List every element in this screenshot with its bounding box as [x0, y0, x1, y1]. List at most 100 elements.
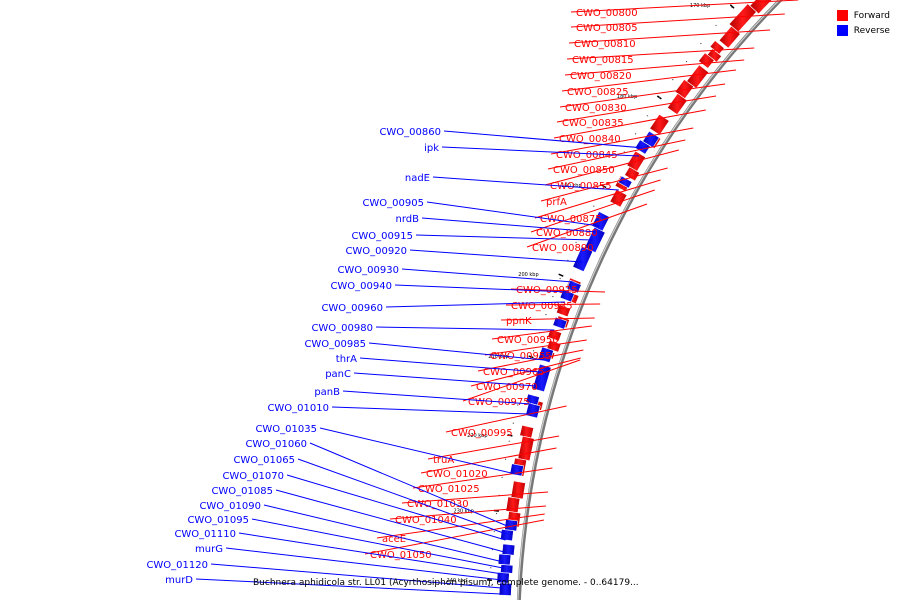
gene-features	[496, 0, 773, 596]
reverse-gene-label: murG	[195, 544, 503, 581]
reverse-gene-label: CWO_01070	[222, 471, 506, 541]
forward-gene-feature	[547, 328, 563, 342]
svg-text:ipk: ipk	[424, 143, 439, 154]
svg-text:CWO_00845: CWO_00845	[556, 150, 618, 161]
svg-text:ppnK: ppnK	[506, 316, 532, 327]
svg-text:CWO_00855: CWO_00855	[550, 181, 612, 192]
svg-text:CWO_00860: CWO_00860	[379, 127, 441, 138]
minor-tick	[504, 458, 507, 460]
legend-forward: Forward	[836, 8, 890, 23]
forward-gene-label: CWO_00950	[491, 325, 592, 346]
reverse-gene-label: CWO_00940	[330, 281, 570, 293]
minor-tick	[545, 314, 547, 316]
tick-0: 170 kbp	[690, 3, 735, 9]
reverse-gene-label: CWO_01060	[245, 439, 508, 527]
reverse-gene-feature	[525, 393, 540, 406]
svg-text:panC: panC	[325, 369, 351, 380]
minor-tick	[532, 350, 535, 352]
forward-gene-label: CWO_00800	[570, 0, 799, 19]
minor-tick	[575, 241, 577, 243]
forward-gene-label: CWO_01030	[401, 491, 549, 510]
forward-gene-feature	[718, 25, 741, 49]
forward-gene-label: CWO_00855	[544, 149, 679, 192]
reverse-swatch	[836, 25, 848, 36]
forward-gene-label: CWO_00890	[526, 203, 648, 254]
forward-gene-label: ppnK	[500, 316, 595, 327]
minor-tick	[646, 115, 648, 117]
forward-gene-feature	[510, 480, 526, 500]
forward-gene-label: truA	[427, 435, 560, 466]
minor-tick	[559, 277, 561, 280]
reverse-gene-feature	[496, 571, 510, 584]
svg-text:CWO_00985: CWO_00985	[304, 339, 366, 350]
svg-text:CWO_00970: CWO_00970	[476, 382, 538, 393]
tick-label: 230 kbp	[454, 508, 474, 514]
gene-labels: CWO_00800 CWO_00805 CWO_00810 CWO_00815 CWO_…	[146, 0, 799, 595]
forward-gene-label: CWO_00835	[556, 95, 717, 129]
tick-2: 190 kbp	[561, 183, 607, 189]
svg-text:CWO_00925: CWO_00925	[516, 285, 578, 296]
minor-tick	[623, 151, 625, 153]
reverse-gene-feature	[591, 211, 611, 232]
svg-text:CWO_01090: CWO_01090	[199, 501, 261, 512]
svg-text:CWO_00890: CWO_00890	[532, 243, 594, 254]
svg-text:truA: truA	[433, 455, 454, 466]
forward-gene-label: CWO_00810	[568, 29, 771, 50]
tick-label: 180 kbp	[617, 94, 637, 100]
minor-tick	[700, 42, 702, 45]
forward-gene-feature	[555, 304, 571, 318]
reverse-gene-label: CWO_01035	[255, 424, 516, 475]
svg-text:CWO_00800: CWO_00800	[576, 8, 638, 19]
svg-text:CWO_01035: CWO_01035	[255, 424, 317, 435]
svg-text:CWO_00960: CWO_00960	[321, 303, 383, 314]
forward-gene-feature	[519, 424, 535, 439]
reverse-gene-feature	[532, 363, 552, 393]
reverse-gene-feature	[500, 564, 514, 574]
svg-text:CWO_01025: CWO_01025	[418, 484, 480, 495]
reverse-gene-feature	[572, 245, 594, 272]
reverse-gene-label: CWO_00985	[304, 339, 545, 361]
svg-text:CWO_00825: CWO_00825	[567, 87, 629, 98]
forward-gene-label: CWO_00825	[561, 69, 737, 98]
minor-tick	[501, 476, 503, 478]
svg-text:CWO_01010: CWO_01010	[267, 403, 329, 414]
reverse-gene-feature	[501, 543, 516, 556]
svg-text:prfA: prfA	[546, 197, 567, 208]
reverse-gene-label: CWO_00915	[351, 231, 593, 242]
svg-text:CWO_00880: CWO_00880	[536, 228, 598, 239]
forward-gene-label: CWO_00970	[470, 357, 581, 393]
tick-label: 190 kbp	[561, 183, 581, 189]
svg-text:CWO_01120: CWO_01120	[146, 560, 208, 571]
reverse-gene-label: CWO_00905	[362, 198, 600, 227]
svg-text:CWO_01085: CWO_01085	[211, 486, 273, 497]
forward-gene-label: CWO_00935	[505, 301, 601, 312]
reverse-gene-label: murD	[165, 575, 502, 595]
map-caption: Buchnera aphidicola str. LL01 (Acyrthosi…	[253, 578, 639, 588]
minor-tick	[685, 60, 688, 63]
forward-swatch	[836, 10, 848, 21]
forward-gene-label: aceE	[376, 513, 545, 545]
tick-label: 170 kbp	[690, 3, 710, 9]
svg-text:CWO_01020: CWO_01020	[426, 469, 488, 480]
minor-tick	[490, 567, 492, 569]
tick-5: 220 kbp	[467, 433, 513, 439]
backbone-ring	[516, 0, 784, 600]
minor-tick	[613, 169, 615, 171]
reverse-gene-label: ipk	[424, 143, 640, 157]
forward-gene-label: CWO_01040	[389, 505, 546, 526]
svg-text:CWO_00975: CWO_00975	[468, 397, 530, 408]
svg-text:CWO_00840: CWO_00840	[559, 134, 621, 145]
legend: Forward Reverse	[836, 8, 890, 38]
svg-text:CWO_01065: CWO_01065	[233, 455, 295, 466]
reverse-gene-label: CWO_01010	[267, 403, 529, 415]
svg-text:CWO_00820: CWO_00820	[570, 71, 632, 82]
reverse-gene-label: CWO_01065	[233, 455, 507, 535]
reverse-gene-label: CWO_00920	[345, 246, 583, 263]
reverse-gene-feature	[497, 553, 512, 566]
reverse-gene-label: CWO_00980	[311, 323, 555, 334]
reverse-gene-feature	[500, 528, 514, 542]
tick-label: 210 kbp	[488, 354, 508, 360]
svg-text:CWO_01060: CWO_01060	[245, 439, 307, 450]
minor-tick	[715, 24, 717, 27]
